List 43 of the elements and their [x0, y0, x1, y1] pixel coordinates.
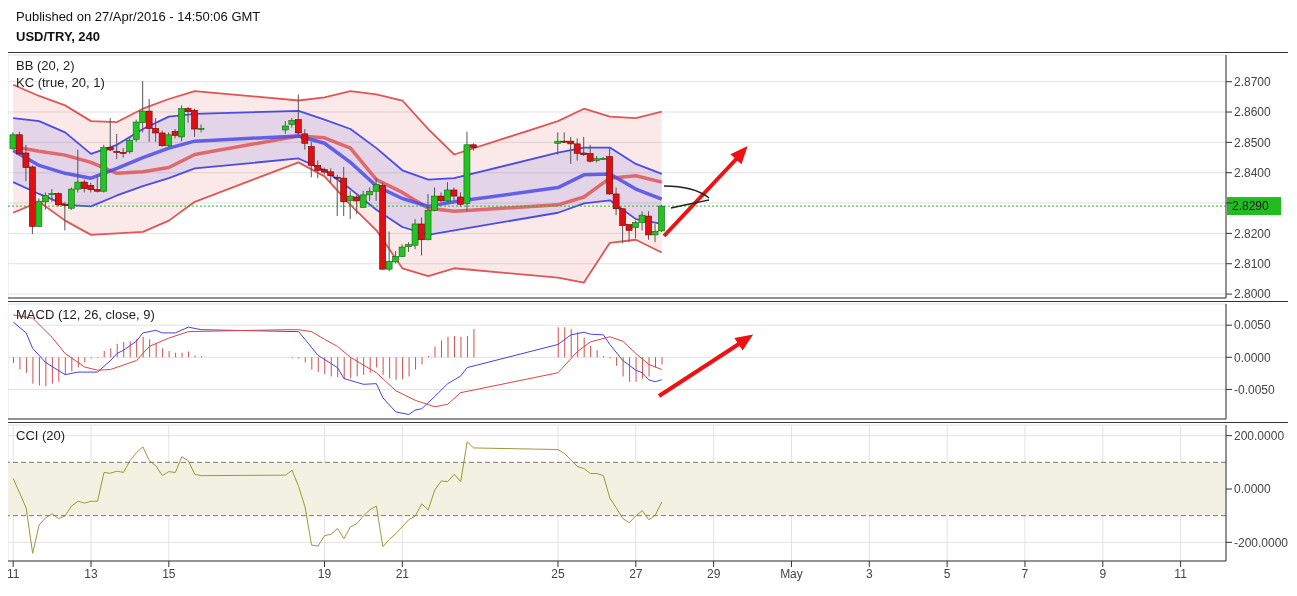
line-series: [12, 161, 663, 284]
y-tick-label: 2.8400: [1234, 165, 1272, 180]
x-tick-label: 19: [317, 566, 332, 581]
y-tick-label: 0.0000: [1234, 482, 1272, 497]
ref-line-label: 2.8290: [1232, 199, 1270, 214]
annotation: BB (20, 2): [16, 58, 75, 73]
y-tick-label: 200.0000: [1234, 428, 1285, 443]
y-tick-label: -200.0000: [1234, 535, 1289, 550]
x-tick-label: May: [780, 566, 803, 581]
x-tick-label: 25: [551, 566, 565, 581]
candlestick: [353, 194, 360, 215]
line-series: [12, 441, 663, 554]
y-tick-label: 0.0000: [1234, 350, 1272, 365]
x-tick-label: 27: [629, 566, 643, 581]
y-tick-label: 2.8600: [1234, 105, 1272, 120]
candlestick: [418, 217, 425, 257]
y-tick-label: 2.8500: [1234, 135, 1272, 150]
chart-title: USD/TRY, 240: [16, 29, 102, 44]
candlestick: [645, 210, 652, 241]
x-tick-label: 3: [865, 566, 873, 581]
x-tick-label: 29: [706, 566, 721, 581]
candlestick: [197, 123, 205, 133]
x-tick-label: 13: [84, 566, 99, 581]
line-series: [12, 109, 663, 181]
x-tick-label: 5: [943, 566, 951, 581]
text: Published on 27/Apr/2016 - 14:50:06 GMT: [16, 8, 262, 24]
x-tick-label: 21: [395, 566, 410, 581]
x-tick-label: 7: [1021, 566, 1029, 581]
y-tick-label: 2.8700: [1234, 74, 1272, 89]
y-tick-label: 0.0050: [1234, 318, 1272, 333]
y-tick-label: 2.8000: [1234, 287, 1272, 302]
chart-title: MACD (12, 26, close, 9): [16, 307, 155, 322]
candlestick: [554, 131, 562, 156]
y-tick-label: 2.8100: [1234, 256, 1272, 271]
x-tick-label: 15: [162, 566, 176, 581]
annotation: KC (true, 20, 1): [16, 75, 105, 90]
x-tick-label: 9: [1099, 566, 1107, 581]
y-tick-label: -0.0050: [1234, 382, 1276, 397]
chart-title: CCI (20): [16, 428, 66, 443]
y-tick-label: 2.8200: [1234, 226, 1272, 241]
x-tick-label: 11: [1174, 566, 1188, 581]
x-tick-label: 11: [6, 566, 20, 581]
candlestick: [444, 181, 451, 203]
